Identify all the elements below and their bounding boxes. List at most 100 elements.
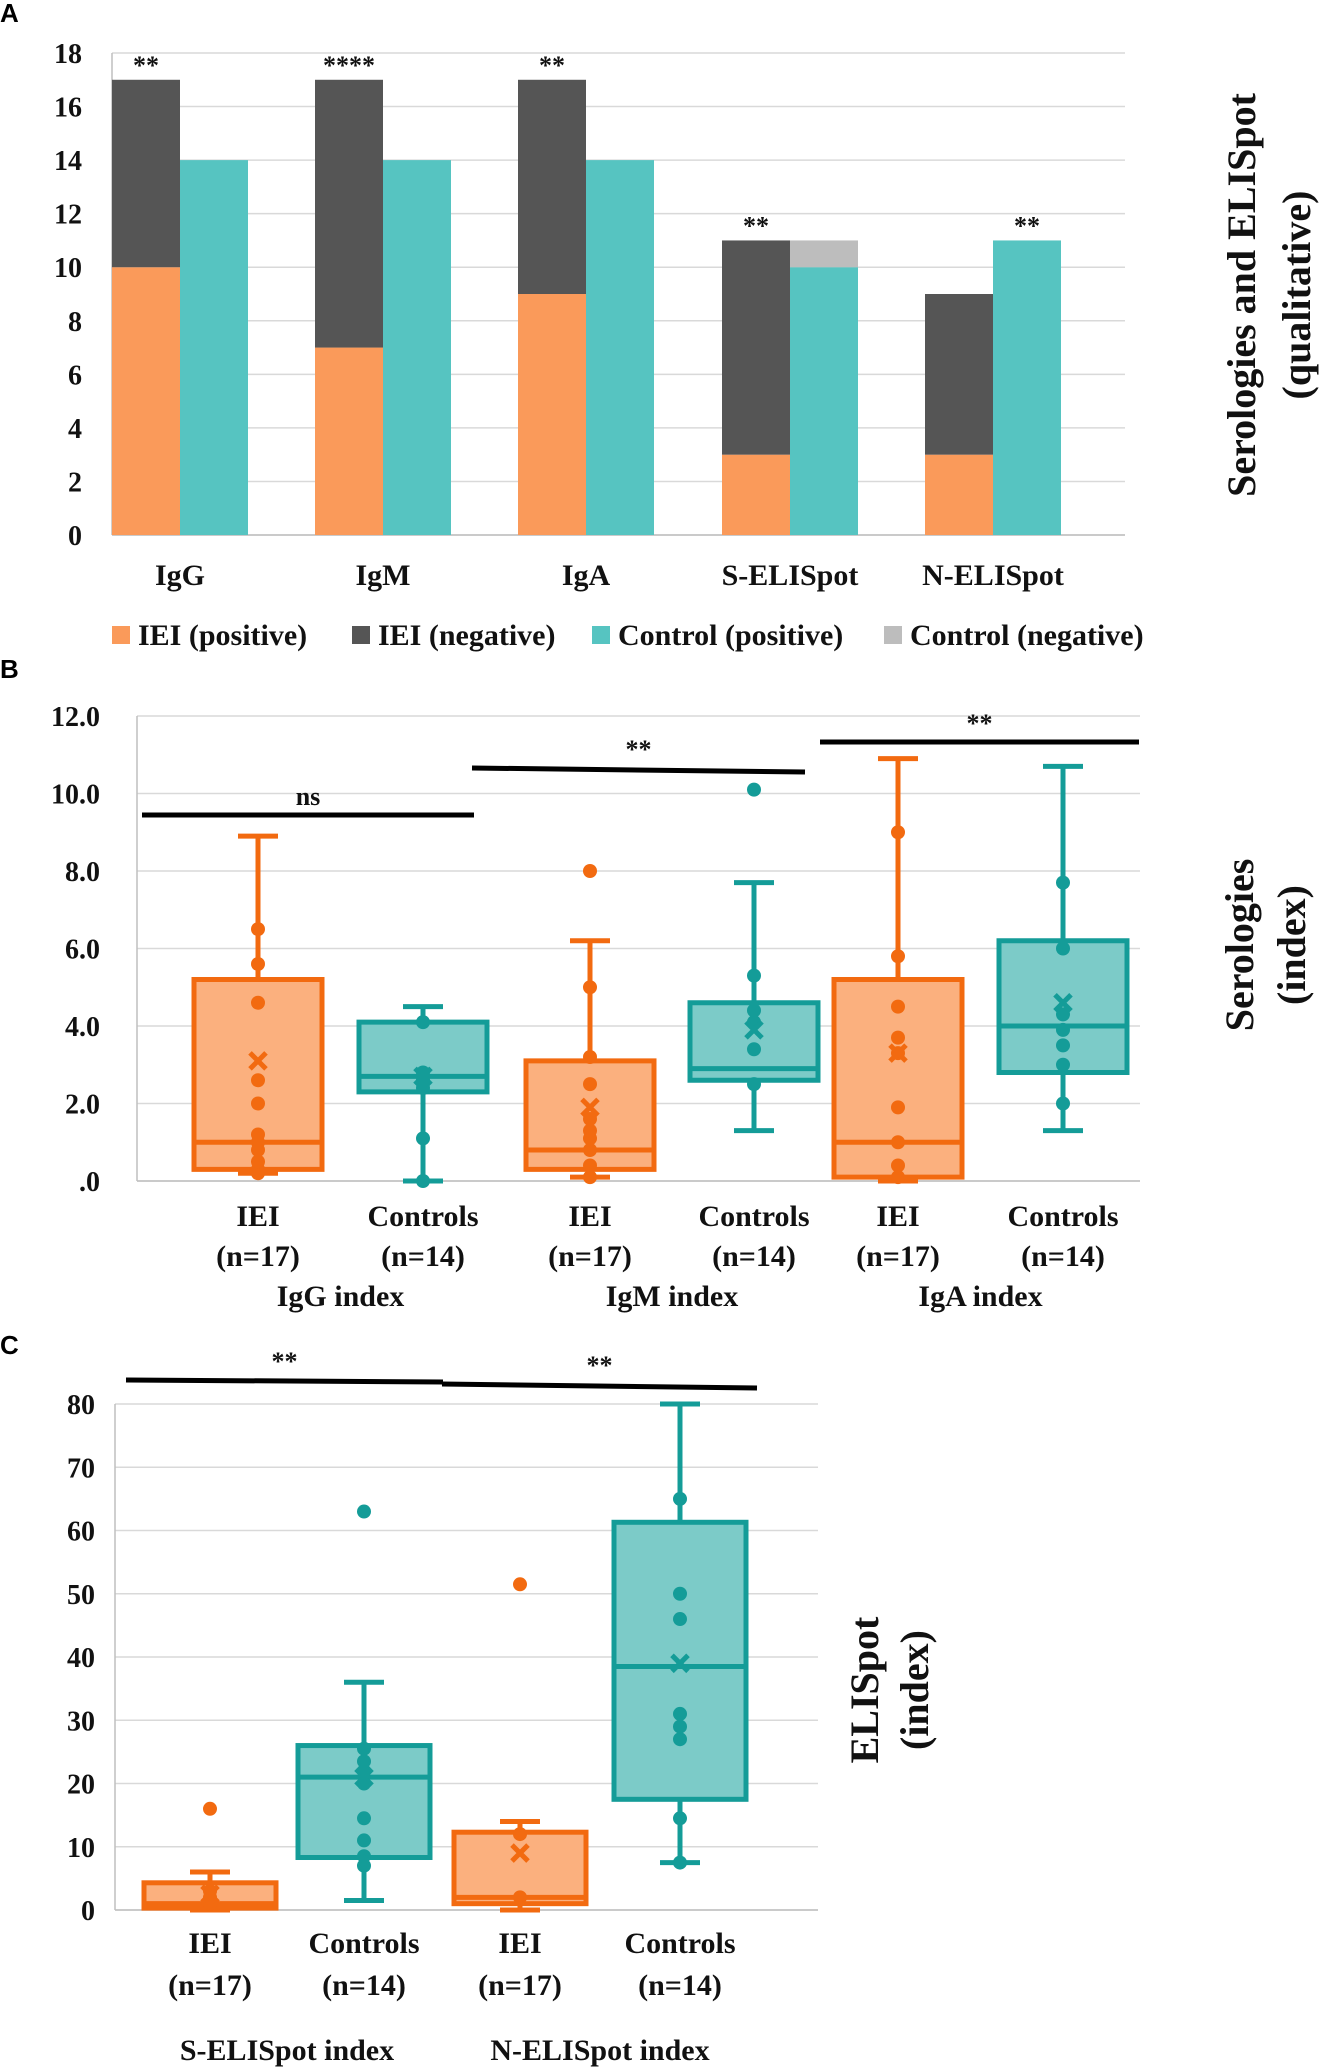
panel-b-chart: .0 2.0 4.0 6.0 8.0 10.0 12.0 IEI (n=17) Controls… xyxy=(51,702,1314,1313)
mean-marker xyxy=(200,1884,220,1904)
data-point xyxy=(891,949,905,964)
data-point xyxy=(357,1833,371,1848)
significance-marker: ** xyxy=(967,709,993,738)
data-point xyxy=(583,1112,597,1126)
data-point xyxy=(513,1827,527,1842)
data-point xyxy=(1056,941,1070,956)
box-label: IEI xyxy=(236,1200,279,1233)
legend-swatch xyxy=(352,626,370,644)
bar-iei-positive xyxy=(925,454,993,535)
box-n-label: (n=17) xyxy=(168,1969,252,2002)
panel-a-x-labels: IgG IgM IgA S-ELISpot N-ELISpot xyxy=(155,559,1064,592)
legend-label: IEI (negative) xyxy=(378,619,555,652)
legend-swatch xyxy=(592,626,610,644)
y-tick-label: 0 xyxy=(81,1896,95,1927)
significance-marker: ** xyxy=(626,735,652,764)
data-point xyxy=(1056,1057,1070,1072)
box-n-label: (n=17) xyxy=(856,1240,940,1273)
panel-b-boxes xyxy=(191,756,1130,1188)
significance-marker: ** xyxy=(539,51,565,80)
data-point xyxy=(251,1096,265,1111)
panel-b-significance: ns ** ** xyxy=(142,709,1139,818)
y-tick-label: 60 xyxy=(67,1517,95,1548)
bar-iei-positive xyxy=(722,454,790,535)
panel-a-significance: ** **** **** ** xyxy=(133,51,1040,241)
bar-iei-positive xyxy=(518,294,586,535)
panel-c-boxes xyxy=(141,1401,749,1913)
panel-c-y-ticks: 0 10 20 30 40 50 60 70 80 xyxy=(67,1390,95,1927)
data-point xyxy=(747,782,761,797)
bar-control-negative xyxy=(790,240,858,268)
data-point xyxy=(891,1158,905,1173)
data-point xyxy=(891,825,905,840)
box-n-label: (n=17) xyxy=(216,1240,300,1273)
y-tick-label: 40 xyxy=(67,1643,95,1674)
box-label: Controls xyxy=(1007,1200,1118,1233)
data-point xyxy=(891,1170,905,1185)
y-tick-label: 8.0 xyxy=(65,857,100,888)
data-point xyxy=(583,1158,597,1173)
significance-bar xyxy=(471,765,806,775)
significance-marker: ** xyxy=(587,1351,613,1380)
box-n-label: (n=14) xyxy=(1021,1240,1105,1273)
panel-a-bars xyxy=(112,79,1061,535)
panel-label-c: C xyxy=(0,1330,19,1360)
y-tick-label: 6.0 xyxy=(65,935,100,966)
data-point xyxy=(416,1174,430,1188)
y-tick-label: 6 xyxy=(68,360,82,391)
bar-iei-positive xyxy=(112,267,180,535)
panel-a-side-title-line1: Serologies and ELISpot xyxy=(1219,92,1264,496)
x-category-label: IgA xyxy=(562,559,611,592)
data-point xyxy=(583,1170,597,1185)
y-tick-label: 2.0 xyxy=(65,1090,100,1121)
panel-b-side-title-line2: (index) xyxy=(1269,885,1314,1005)
data-point xyxy=(583,980,597,995)
data-point xyxy=(583,864,597,878)
bar-iei-negative xyxy=(315,79,383,348)
data-point xyxy=(747,1042,761,1057)
legend-label: IEI (positive) xyxy=(138,619,307,652)
data-point xyxy=(673,1855,687,1870)
group-label: IgG index xyxy=(277,1280,405,1313)
significance-bar xyxy=(441,1381,758,1391)
data-point xyxy=(1056,1096,1070,1111)
box-label: IEI xyxy=(568,1200,611,1233)
panel-a-chart: 0 2 4 6 8 10 12 14 16 18 IgG IgM IgA S-ELISpot N-ELIS… xyxy=(54,39,1319,652)
y-tick-label: 8 xyxy=(68,307,82,338)
box-n-label: (n=14) xyxy=(322,1969,406,2002)
y-tick-label: 2 xyxy=(68,467,82,498)
mean-marker xyxy=(744,1020,764,1040)
data-point xyxy=(747,1077,761,1092)
y-tick-label: .0 xyxy=(79,1167,100,1198)
bar-control-positive xyxy=(180,160,248,535)
data-point xyxy=(1056,1007,1070,1022)
data-point xyxy=(416,1015,430,1030)
significance-marker: ** xyxy=(133,51,159,80)
mean-marker xyxy=(248,1051,268,1071)
bar-iei-negative xyxy=(925,294,993,455)
significance-marker: ns xyxy=(296,782,321,811)
box-label: Controls xyxy=(624,1927,735,1960)
data-point xyxy=(583,1123,597,1138)
data-point xyxy=(251,1154,265,1169)
legend-label: Control (negative) xyxy=(910,619,1144,652)
data-point xyxy=(747,1003,761,1018)
data-point xyxy=(513,1577,527,1592)
panel-label-b: B xyxy=(0,654,19,684)
box-n-label: (n=14) xyxy=(712,1240,796,1273)
data-point xyxy=(583,1143,597,1157)
box-n-label: (n=17) xyxy=(478,1969,562,2002)
data-point xyxy=(251,957,265,971)
significance-marker: ** xyxy=(272,1347,298,1376)
bar-control-positive xyxy=(993,240,1061,535)
data-point xyxy=(251,1073,265,1088)
bar-iei-negative xyxy=(518,79,586,295)
data-point xyxy=(251,995,265,1010)
y-tick-label: 12 xyxy=(54,200,82,231)
box-label: Controls xyxy=(367,1200,478,1233)
data-point xyxy=(673,1811,687,1826)
x-category-label: N-ELISpot xyxy=(922,559,1064,592)
y-tick-label: 70 xyxy=(67,1453,95,1484)
data-point xyxy=(357,1504,371,1519)
